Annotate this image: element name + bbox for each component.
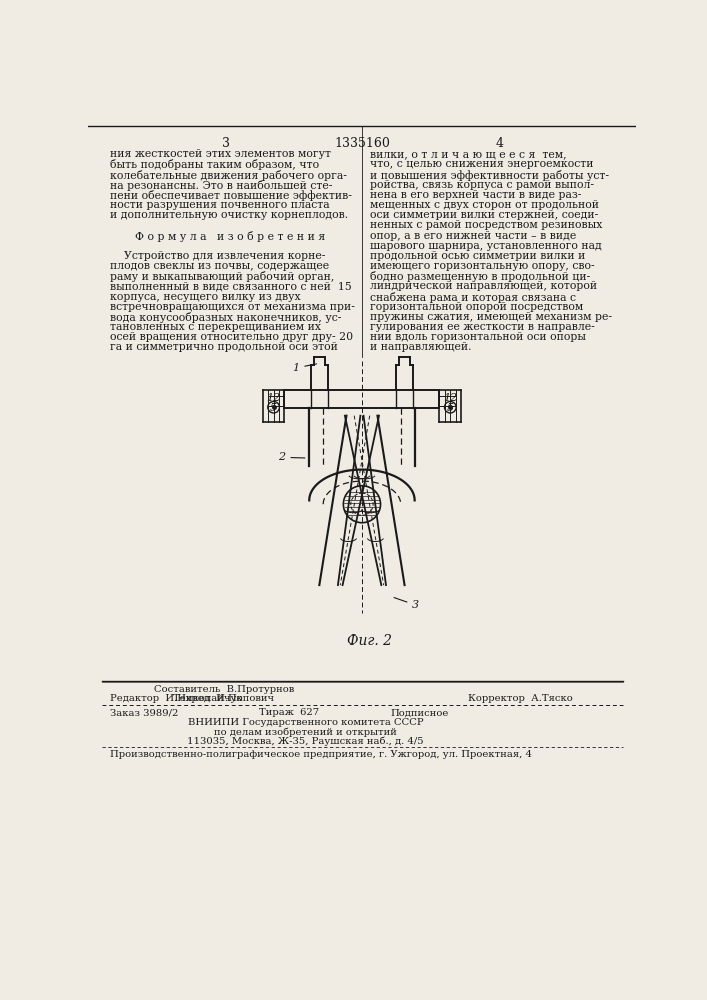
Text: нена в его верхней части в виде раз-: нена в его верхней части в виде раз-: [370, 190, 581, 200]
Text: колебательные движения рабочего орга-: колебательные движения рабочего орга-: [110, 170, 347, 181]
Text: 1335160: 1335160: [334, 137, 390, 150]
Text: Техред  И.Попович: Техред И.Попович: [173, 694, 274, 703]
Text: выполненный в виде связанного с ней  15: выполненный в виде связанного с ней 15: [110, 281, 352, 291]
Text: вода конусообразных наконечников, ус-: вода конусообразных наконечников, ус-: [110, 312, 341, 323]
Text: линдрической направляющей, которой: линдрической направляющей, которой: [370, 281, 597, 291]
Text: раму и выкапывающий рабочий орган,: раму и выкапывающий рабочий орган,: [110, 271, 334, 282]
Text: встречновращающихся от механизма при-: встречновращающихся от механизма при-: [110, 302, 355, 312]
Text: нии вдоль горизонтальной оси опоры: нии вдоль горизонтальной оси опоры: [370, 332, 585, 342]
Text: 5: 5: [447, 403, 454, 413]
Text: 3: 3: [221, 137, 230, 150]
Text: 4: 4: [495, 137, 503, 150]
Text: ния жесткостей этих элементов могут: ния жесткостей этих элементов могут: [110, 149, 331, 159]
Text: Составитель  В.Протурнов: Составитель В.Протурнов: [154, 685, 294, 694]
Text: 12: 12: [443, 393, 457, 403]
Text: 5: 5: [270, 403, 277, 413]
Text: на резонансны. Это в наибольшей сте-: на резонансны. Это в наибольшей сте-: [110, 180, 332, 191]
Text: Заказ 3989/2: Заказ 3989/2: [110, 708, 178, 717]
Text: тановленных с перекрещиванием их: тановленных с перекрещиванием их: [110, 322, 321, 332]
Text: Устройство для извлечения корне-: Устройство для извлечения корне-: [110, 251, 325, 261]
Text: 1: 1: [292, 363, 317, 373]
Text: что, с целью снижения энергоемкости: что, с целью снижения энергоемкости: [370, 159, 593, 169]
Text: вилки, о т л и ч а ю щ е е с я  тем,: вилки, о т л и ч а ю щ е е с я тем,: [370, 149, 566, 159]
Text: ВНИИПИ Государственного комитета СССР: ВНИИПИ Государственного комитета СССР: [187, 718, 423, 727]
Text: шарового шарнира, установленного над: шарового шарнира, установленного над: [370, 241, 602, 251]
Text: Корректор  А.Тяско: Корректор А.Тяско: [468, 694, 573, 703]
Text: Тираж  627: Тираж 627: [259, 708, 319, 717]
Text: плодов свеклы из почвы, содержащее: плодов свеклы из почвы, содержащее: [110, 261, 329, 271]
Text: гулирования ее жесткости в направле-: гулирования ее жесткости в направле-: [370, 322, 595, 332]
Text: и направляющей.: и направляющей.: [370, 342, 471, 352]
Text: ности разрушения почвенного пласта: ности разрушения почвенного пласта: [110, 200, 329, 210]
Text: 113035, Москва, Ж-35, Раушская наб., д. 4/5: 113035, Москва, Ж-35, Раушская наб., д. …: [187, 737, 423, 746]
Text: 2: 2: [279, 452, 305, 462]
Text: имеющего горизонтальную опору, сво-: имеющего горизонтальную опору, сво-: [370, 261, 595, 271]
Text: оси симметрии вилки стержней, соеди-: оси симметрии вилки стержней, соеди-: [370, 210, 598, 220]
Text: Редактор  И.Николайчук: Редактор И.Николайчук: [110, 694, 243, 703]
Text: га и симметрично продольной оси этой: га и симметрично продольной оси этой: [110, 342, 338, 352]
Text: ненных с рамой посредством резиновых: ненных с рамой посредством резиновых: [370, 220, 602, 230]
Text: по делам изобретений и открытий: по делам изобретений и открытий: [214, 728, 397, 737]
Text: Ф о р м у л а   и з о б р е т е н и я: Ф о р м у л а и з о б р е т е н и я: [135, 231, 325, 242]
Text: и дополнительную очистку корнеплодов.: и дополнительную очистку корнеплодов.: [110, 210, 349, 220]
Text: 3: 3: [394, 598, 419, 610]
Text: ройства, связь корпуса с рамой выпол-: ройства, связь корпуса с рамой выпол-: [370, 180, 594, 190]
Text: Производственно-полиграфическое предприятие, г. Ужгород, ул. Проектная, 4: Производственно-полиграфическое предприя…: [110, 750, 532, 759]
Text: осей вращения относительно друг дру- 20: осей вращения относительно друг дру- 20: [110, 332, 354, 342]
Text: снабжена рама и которая связана с: снабжена рама и которая связана с: [370, 292, 575, 303]
Text: корпуса, несущего вилку из двух: корпуса, несущего вилку из двух: [110, 292, 300, 302]
Text: продольной осью симметрии вилки и: продольной осью симметрии вилки и: [370, 251, 585, 261]
Text: пружины сжатия, имеющей механизм ре-: пружины сжатия, имеющей механизм ре-: [370, 312, 612, 322]
Text: горизонтальной опорой посредством: горизонтальной опорой посредством: [370, 302, 583, 312]
Text: опор, а в его нижней части – в виде: опор, а в его нижней части – в виде: [370, 231, 576, 241]
Text: бодно размещенную в продольной ци-: бодно размещенную в продольной ци-: [370, 271, 590, 282]
Text: пени обеспечивает повышение эффектив-: пени обеспечивает повышение эффектив-: [110, 190, 352, 201]
Text: и повышения эффективности работы уст-: и повышения эффективности работы уст-: [370, 170, 609, 181]
Text: 12: 12: [267, 393, 281, 403]
Text: Подписное: Подписное: [391, 708, 449, 717]
Text: быть подобраны таким образом, что: быть подобраны таким образом, что: [110, 159, 319, 170]
Text: мещенных с двух сторон от продольной: мещенных с двух сторон от продольной: [370, 200, 599, 210]
Text: Фиг. 2: Фиг. 2: [347, 634, 392, 648]
